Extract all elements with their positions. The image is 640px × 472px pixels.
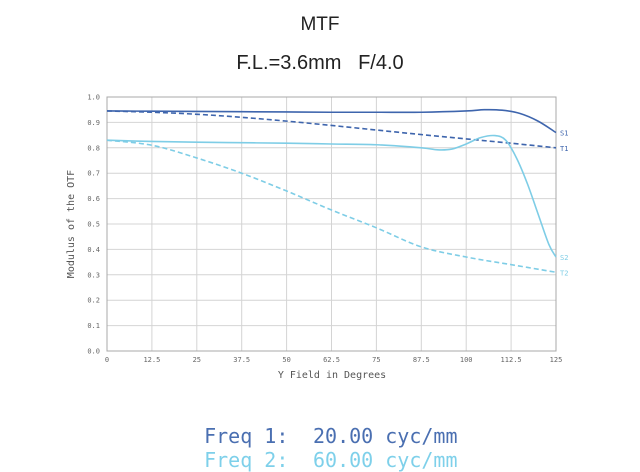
x-tick-label: 125 [550,356,563,364]
series-line-t2 [106,139,557,274]
x-axis-label: Y Field in Degrees [278,370,386,381]
freq-1-legend: Freq 1: 20.00 cyc/mm [180,400,457,448]
freq-1-value: 20.00 cyc/mm [313,424,458,448]
aperture-label: F/4.0 [358,52,404,74]
x-tick-label: 12.5 [143,356,160,364]
y-tick-label: 0.3 [87,271,100,279]
series-label-t1: T1 [560,145,568,153]
chart-subtitle: F.L.=3.6mm F/4.0 [0,52,640,75]
series-line-s2 [106,134,557,258]
y-tick-label: 0.4 [87,246,100,254]
mtf-chart: 0 12.5 25 37.5 50 62.5 75 87.5 100 112.5 125 0.0 0.1… [66,94,568,382]
y-tick-label: 0.5 [87,221,100,229]
series-label-s2: S2 [560,254,568,262]
x-tick-label: 112.5 [501,356,522,364]
x-tick-label: 75 [372,356,380,364]
focal-length-label: F.L.=3.6mm [236,52,342,74]
y-tick-label: 0.7 [87,170,100,178]
series-label-s1: S1 [560,130,568,138]
x-tick-label: 0 [105,356,109,364]
freq-1-label: Freq 1: [204,424,289,448]
grid [107,97,556,351]
y-tick-label: 0.6 [87,195,100,203]
series-line-s1 [106,108,557,134]
y-axis-label: Modulus of the OTF [66,170,77,278]
y-tick-label: 0.2 [87,297,100,305]
chart-title: MTF [300,14,340,35]
series-lines [106,108,557,274]
series-label-t2: T2 [560,269,568,277]
plot-frame [106,96,557,352]
x-tick-label: 62.5 [323,356,340,364]
freq-2-legend: Freq 2: 60.00 cyc/mm [180,424,457,472]
y-tick-label: 0.1 [87,322,100,330]
y-tick-label: 0.0 [87,348,100,356]
x-tick-label: 100 [460,356,473,364]
x-tick-label: 87.5 [413,356,430,364]
x-tick-label: 50 [282,356,290,364]
tick-labels: 0 12.5 25 37.5 50 62.5 75 87.5 100 112.5 125 0.0 0.1… [87,94,562,365]
y-tick-label: 0.8 [87,144,100,152]
series-line-t1 [106,110,557,149]
y-tick-label: 0.9 [87,119,100,127]
x-tick-label: 25 [193,356,201,364]
x-tick-label: 37.5 [233,356,250,364]
y-tick-label: 1.0 [87,94,100,102]
series-labels: S1 T1 S2 T2 [560,130,568,278]
